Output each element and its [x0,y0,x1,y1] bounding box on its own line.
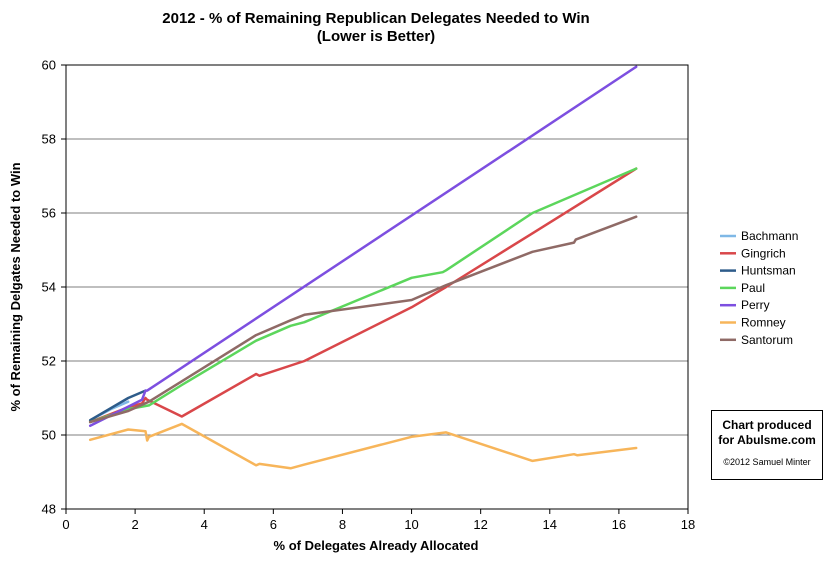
series-line-gingrich [88,167,638,424]
series-line-perry [88,65,638,428]
x-tick-label: 8 [339,517,346,532]
legend-label-santorum: Santorum [741,333,793,347]
y-tick-label: 52 [42,354,56,369]
x-tick-label: 2 [131,517,138,532]
series-line-paul [88,167,638,424]
y-tick-label: 48 [42,502,56,517]
y-axis-title: % of Remaining Delgates Needed to Win [8,162,23,411]
legend-label-perry: Perry [741,298,770,312]
credit-box: Chart produced for Abulsme.com ©2012 Sam… [711,410,823,480]
legend-label-bachmann: Bachmann [741,229,798,243]
axis-ticks: 48 50 52 54 56 58 60 0 2 4 6 8 10 12 14 16 18 [42,58,696,533]
x-axis-title: % of Delegates Already Allocated [274,538,479,553]
x-tick-label: 16 [612,517,626,532]
y-tick-label: 56 [42,206,56,221]
series-lines [88,65,638,470]
legend-label-huntsman: Huntsman [741,264,796,278]
legend-label-gingrich: Gingrich [741,246,786,260]
legend-label-romney: Romney [741,316,786,330]
y-tick-label: 58 [42,132,56,147]
x-tick-label: 6 [270,517,277,532]
x-tick-label: 0 [62,517,69,532]
credit-line-2: for Abulsme.com [718,433,816,447]
legend: Bachmann Gingrich Huntsman Paul Perry Romney S… [720,229,798,347]
x-tick-label: 4 [201,517,208,532]
chart-title: 2012 - % of Remaining Republican Delegat… [162,10,589,27]
series-line-huntsman [88,389,147,422]
chart-subtitle: (Lower is Better) [317,28,435,45]
x-tick-label: 14 [543,517,557,532]
x-tick-label: 18 [681,517,695,532]
copyright-text: ©2012 Samuel Minter [723,457,811,467]
credit-line-1: Chart produced [722,418,812,432]
y-tick-label: 54 [42,280,56,295]
x-tick-label: 12 [473,517,487,532]
gridlines [66,138,688,436]
series-line-romney [88,422,638,470]
y-tick-label: 50 [42,428,56,443]
y-tick-label: 60 [42,58,56,73]
series-line-santorum [88,215,638,424]
x-tick-label: 10 [404,517,418,532]
legend-label-paul: Paul [741,281,765,295]
